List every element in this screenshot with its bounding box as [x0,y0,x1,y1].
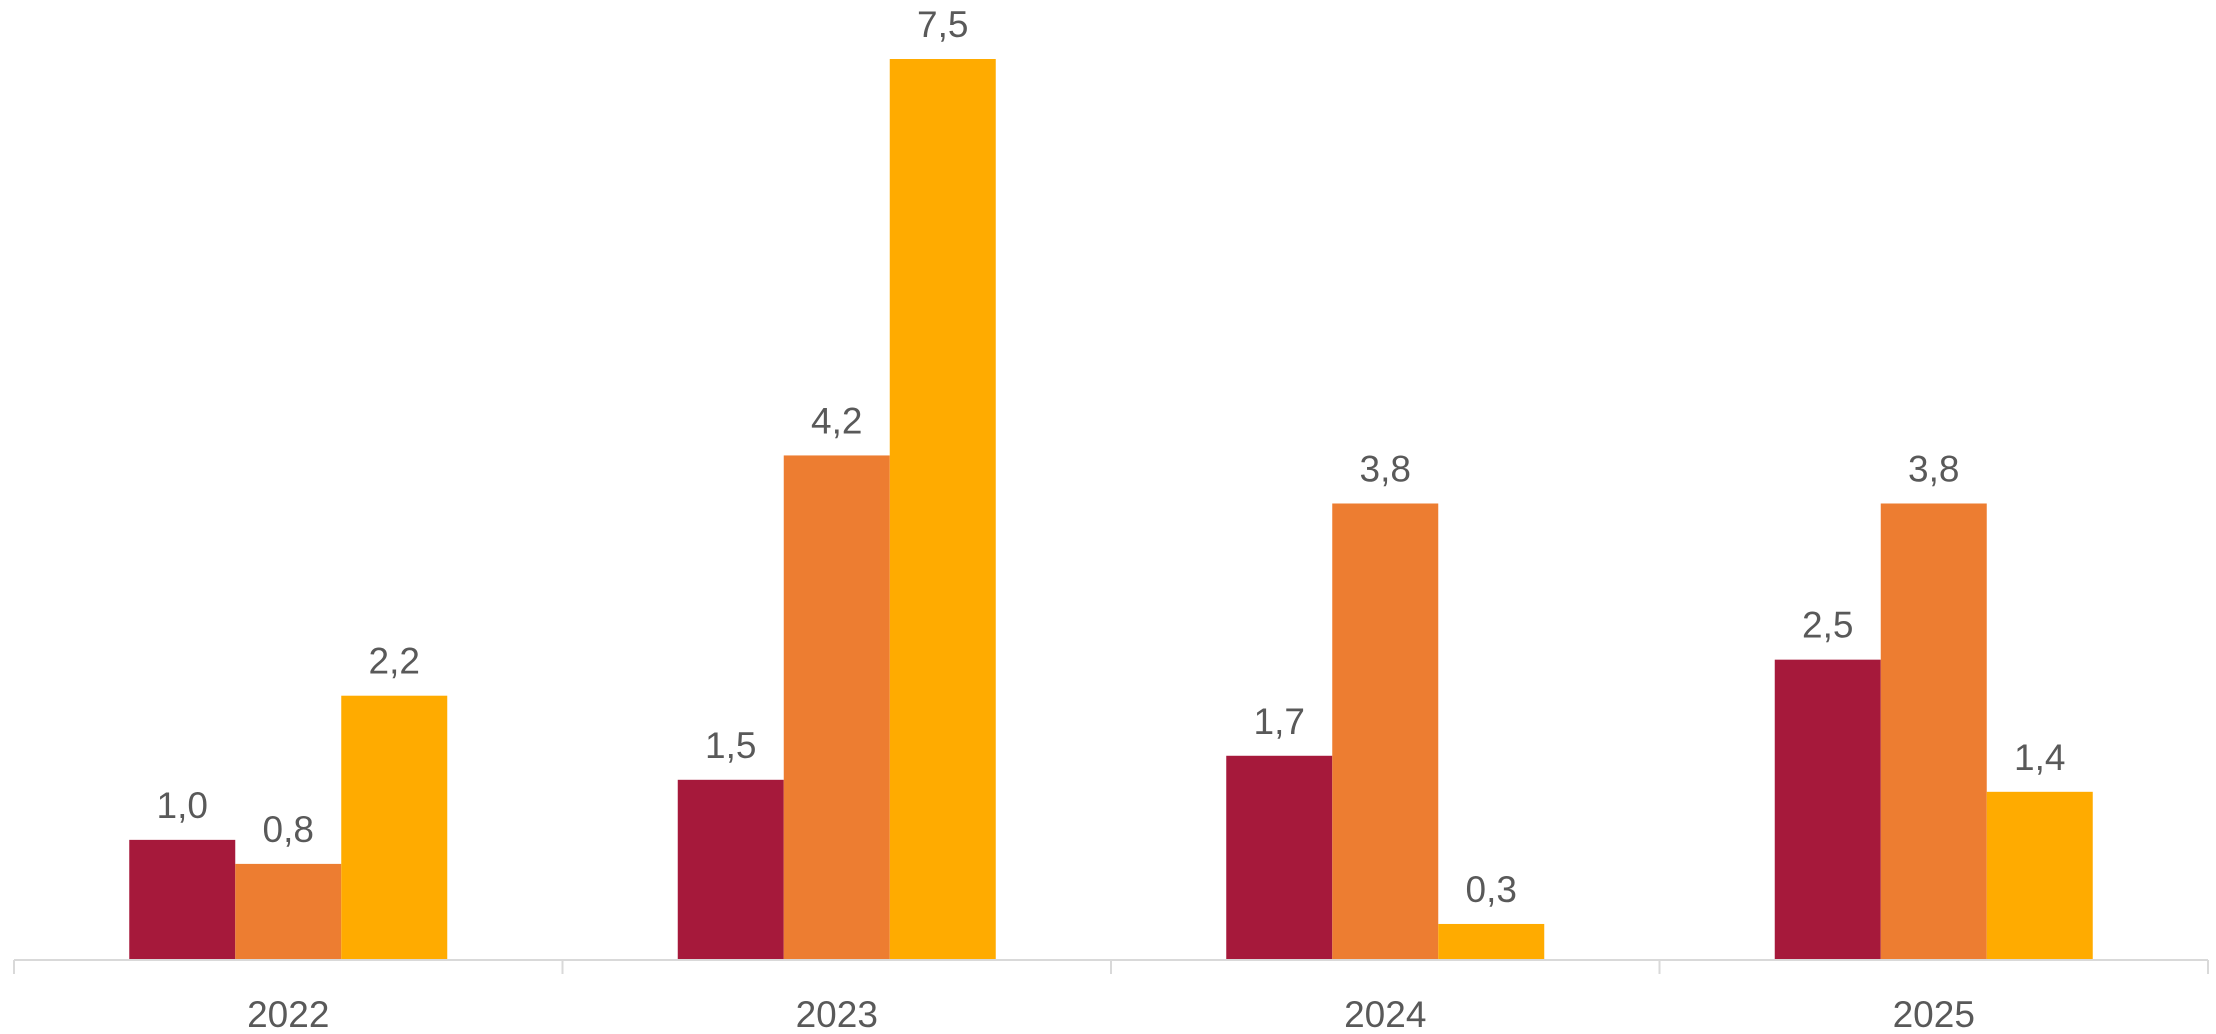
data-label-2023-series-3: 7,5 [917,4,968,45]
data-label-2025-series-3: 1,4 [2014,737,2065,778]
bar-2023-series-2 [783,455,890,960]
data-label-2023-series-1: 1,5 [705,725,756,766]
x-tick-label-2023: 2023 [796,994,878,1034]
bar-2024-series-2 [1332,503,1439,960]
bar-2022-series-1 [129,839,236,960]
data-label-2024-series-1: 1,7 [1254,701,1305,742]
bar-2022-series-3 [341,695,448,960]
data-label-2022-series-1: 1,0 [157,785,208,826]
data-label-2022-series-3: 2,2 [369,641,420,682]
x-tick-label-2025: 2025 [1893,994,1975,1034]
data-label-2025-series-1: 2,5 [1802,605,1853,646]
bar-2023-series-1 [677,779,784,960]
x-tick-label-2022: 2022 [247,994,329,1034]
bar-2025-series-2 [1880,503,1987,960]
bar-2025-series-3 [1986,791,2093,960]
data-label-2023-series-2: 4,2 [811,400,862,441]
bar-2023-series-3 [889,59,996,960]
bar-2025-series-1 [1774,659,1881,960]
data-label-2025-series-2: 3,8 [1908,448,1959,489]
bar-2024-series-1 [1226,755,1333,960]
data-label-2024-series-3: 0,3 [1466,869,1517,910]
bar-2024-series-3 [1438,923,1545,960]
bar-2022-series-2 [235,863,342,960]
x-tick-label-2024: 2024 [1344,994,1426,1034]
data-label-2022-series-2: 0,8 [263,809,314,850]
data-label-2024-series-2: 3,8 [1360,448,1411,489]
